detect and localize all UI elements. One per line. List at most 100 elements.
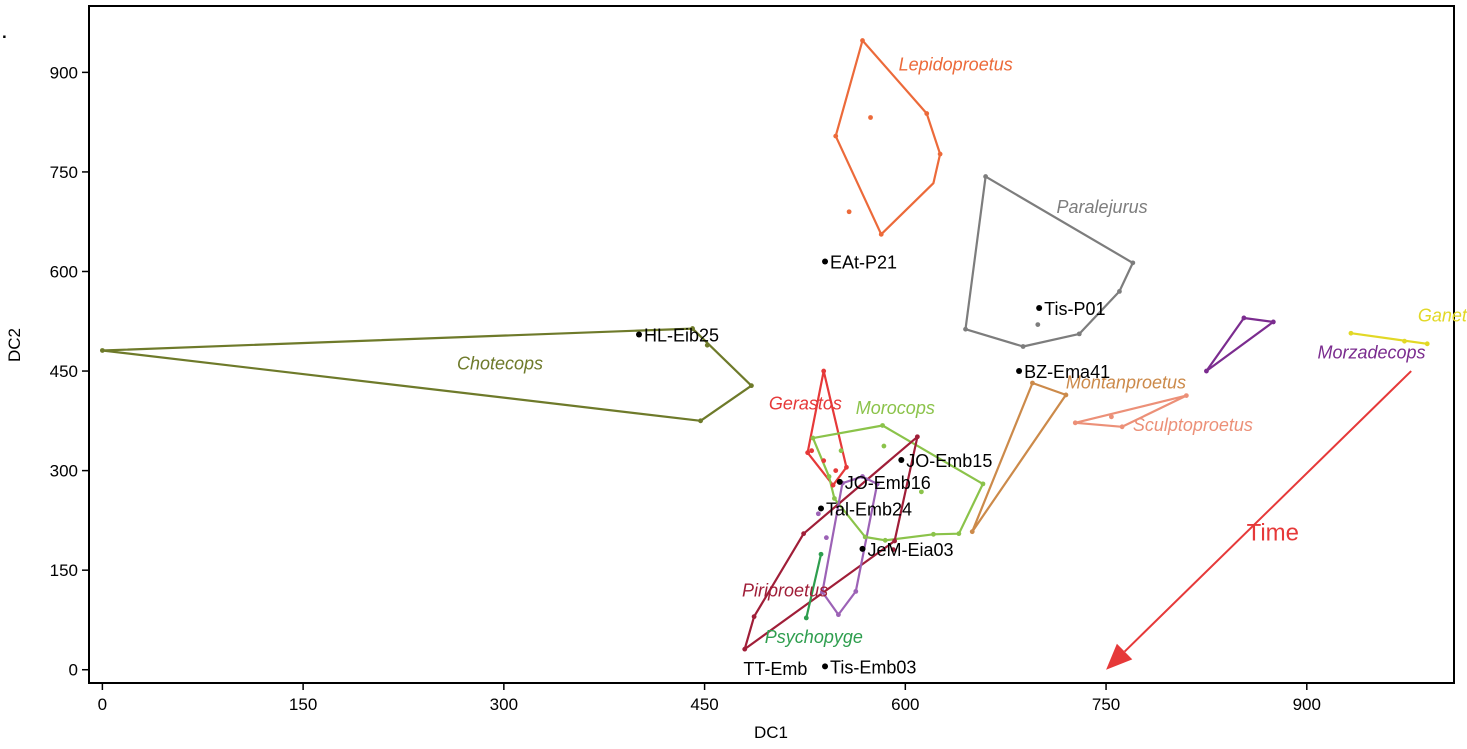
x-tick-label-0: 0 <box>98 695 107 714</box>
label-gerastos: Gerastos <box>769 394 842 414</box>
point-chasmops-like-purple-3 <box>853 589 859 594</box>
point-chasmops-like-purple-5 <box>819 589 825 595</box>
specimen-label-bz-ema41: BZ-Ema41 <box>1024 362 1110 382</box>
point-paralejurus-4 <box>1020 344 1026 349</box>
point-montanproetus-1 <box>1063 392 1069 398</box>
hull-montanproetus <box>971 381 1068 533</box>
specimen-label-jo-emb16: JO-Emb16 <box>845 473 931 493</box>
time-arrow-shaft <box>1123 370 1412 653</box>
point-gerastos-6 <box>833 468 839 474</box>
x-tick-label-1: 150 <box>289 695 317 714</box>
point-morocops-3 <box>956 531 962 537</box>
y-tick-label-4: 600 <box>50 262 78 281</box>
point-lepidoproetus-3 <box>878 231 884 237</box>
point-gerastos-2 <box>830 482 836 488</box>
point-ganetops-1 <box>1402 338 1407 344</box>
point-chasmops-like-purple-2 <box>874 481 880 487</box>
point-paralejurus-2 <box>1117 289 1122 294</box>
point-psychopyge-0 <box>818 551 824 557</box>
y-tick-label-0: 0 <box>69 661 78 680</box>
point-chasmops-like-purple-7 <box>815 511 821 517</box>
point-chasmops-like-purple-4 <box>836 612 841 618</box>
x-tick-label-6: 900 <box>1293 695 1321 714</box>
point-sculptoproetus-3 <box>1109 414 1114 420</box>
point-sculptoproetus-0 <box>1183 393 1189 399</box>
point-morocops-2 <box>980 481 986 487</box>
point-piriproetus-0 <box>742 646 748 652</box>
hull-morocops <box>811 424 985 542</box>
point-chasmops-like-purple-1 <box>860 474 865 479</box>
hull-psychopyge <box>805 553 823 619</box>
point-lepidoproetus-0 <box>860 38 865 43</box>
point-piriproetus-5 <box>890 547 896 552</box>
label-chotecops: Chotecops <box>457 354 543 374</box>
point-paralejurus-3 <box>1076 331 1082 337</box>
point-morocops-1 <box>880 423 885 428</box>
specimen-points: EAt-P21 Tis-P01 HL-Eib25 BZ-Ema41 JO-Emb15JO… <box>636 253 1110 679</box>
point-piriproetus-2 <box>801 531 807 537</box>
label-montanproetus: Montanproetus <box>1066 372 1186 392</box>
x-axis: 0 150 300 450 600 750 900 <box>98 683 1321 714</box>
plot-frame <box>88 5 1455 684</box>
specimen-point-hl-eib25 <box>636 331 643 338</box>
y-axis: 0 150 300 450 600 750 900 <box>50 63 89 680</box>
point-chotecops-4 <box>704 342 710 348</box>
point-gerastos-1 <box>805 450 811 456</box>
y-axis-title: DC2 <box>5 328 24 362</box>
x-tick-label-5: 750 <box>1092 695 1120 714</box>
label-paralejurus: Paralejurus <box>1057 197 1148 217</box>
specimen-label-jem-eia03: JeM-Eia03 <box>868 540 954 560</box>
label-sculptoproetus: Sculptoproetus <box>1133 415 1253 435</box>
point-paralejurus-6 <box>1035 322 1041 327</box>
hull-ganetops <box>1350 332 1428 345</box>
point-montanproetus-0 <box>1030 380 1035 386</box>
point-gerastos-0 <box>821 368 827 374</box>
extra-label-0: TT-Emb <box>743 659 807 679</box>
label-morocops: Morocops <box>856 398 935 418</box>
point-morocops-9 <box>838 448 844 454</box>
point-montanproetus-2 <box>969 529 975 535</box>
point-paralejurus-5 <box>963 326 968 332</box>
specimen-point-tis-emb03 <box>822 663 829 670</box>
point-gerastos-4 <box>809 448 815 454</box>
point-chotecops-2 <box>749 383 754 389</box>
group-hulls <box>101 39 1428 651</box>
y-tick-label-1: 150 <box>50 561 78 580</box>
specimen-label-eat-p21: EAt-P21 <box>830 253 897 273</box>
time-label: Time <box>1247 519 1299 546</box>
x-axis-title: DC1 <box>754 723 788 742</box>
specimen-point-bz-ema41 <box>1016 368 1023 375</box>
point-chotecops-1 <box>690 326 695 331</box>
y-tick-label-2: 300 <box>50 462 78 481</box>
specimen-point-jo-emb15 <box>898 456 905 463</box>
point-lepidoproetus-5 <box>846 209 852 215</box>
point-chotecops-3 <box>698 418 703 424</box>
point-gerastos-3 <box>844 464 849 470</box>
point-paralejurus-0 <box>983 174 989 179</box>
hull-gerastos <box>806 369 848 487</box>
panel-mark: . <box>2 23 7 42</box>
specimen-point-eat-p21 <box>822 258 829 265</box>
point-chotecops-0 <box>99 348 105 353</box>
point-piriproetus-1 <box>751 614 757 620</box>
point-sculptoproetus-1 <box>1119 424 1125 430</box>
specimen-point-tal-emb24 <box>818 505 825 512</box>
point-lepidoproetus-4 <box>833 133 839 139</box>
point-morocops-0 <box>810 435 816 441</box>
point-psychopyge-1 <box>803 615 809 621</box>
point-morocops-6 <box>862 534 868 540</box>
hull-piriproetus <box>743 435 919 651</box>
point-lepidoproetus-2 <box>937 151 943 157</box>
specimen-label-hl-eib25: HL-Eib25 <box>644 326 719 346</box>
y-tick-label-6: 900 <box>50 63 78 82</box>
point-ganetops-0 <box>1348 330 1354 336</box>
specimen-label-tal-emb24: Tal-Emb24 <box>826 499 912 519</box>
hull-sculptoproetus <box>1074 394 1188 428</box>
point-lepidoproetus-6 <box>868 115 873 120</box>
point-piriproetus-4 <box>892 538 898 544</box>
point-sculptoproetus-2 <box>1072 420 1078 426</box>
x-tick-label-3: 450 <box>690 695 718 714</box>
hull-morzadecops <box>1205 316 1275 373</box>
specimen-point-jo-emb16 <box>836 478 843 485</box>
point-morocops-7 <box>831 496 837 501</box>
